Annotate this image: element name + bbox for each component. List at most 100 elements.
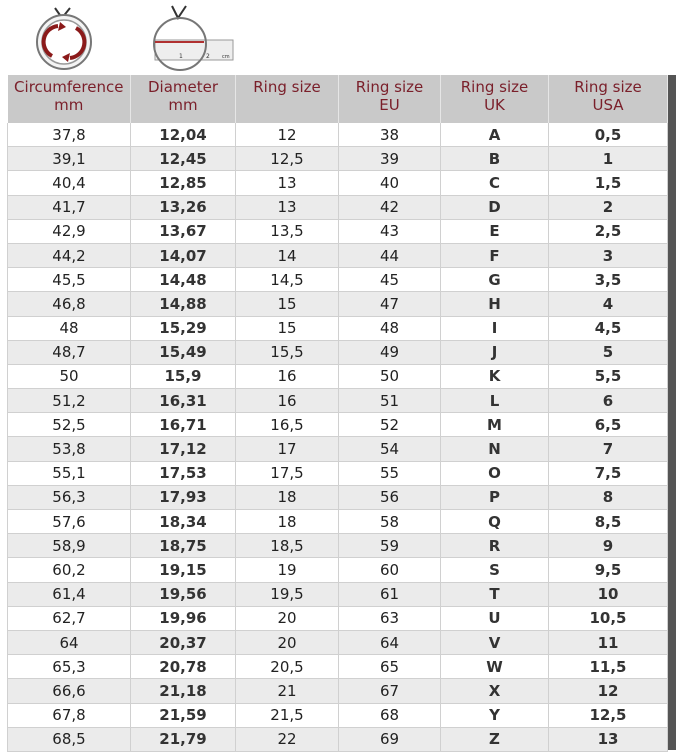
table-cell: 48 [338,316,441,341]
table-cell: 67 [338,678,441,704]
table-cell: 19,15 [130,557,236,583]
table-cell: R [440,533,549,559]
table-cell: 9 [548,533,668,559]
table-cell: 44 [338,243,441,269]
table-cell: 13 [235,195,339,220]
table-cell: 58 [338,509,441,535]
table-cell: 45 [338,267,441,293]
table-cell: 43 [338,219,441,244]
table-cell: 53,8 [7,436,131,462]
table-cell: 15,9 [130,364,236,390]
table-cell: 12 [235,123,339,148]
table-cell: J [440,340,549,365]
table-cell: 68,5 [7,727,131,752]
icons-bar: 1 2 cm [0,0,676,75]
column-header: Ring size USA [548,75,668,123]
table-cell: 20 [235,606,339,631]
table-cell: 63 [338,606,441,631]
table-cell: 12 [548,678,668,704]
table-cell: V [440,630,549,656]
table-cell: 55 [338,461,441,486]
table-cell: 41,7 [7,195,131,220]
table-cell: 20,5 [235,654,339,680]
table-row: 64 20,37 20 64 V 11 [7,630,668,656]
table-cell: O [440,461,549,486]
column-header-line: Ring size [355,78,424,96]
table-cell: 60,2 [7,557,131,583]
table-cell: 20,78 [130,654,236,680]
table-cell: 48 [7,316,131,341]
table-cell: 15,49 [130,340,236,365]
ruler-label: 2 [206,53,210,60]
table-cell: 52,5 [7,412,131,438]
table-cell: H [440,291,549,317]
table-row: 42,9 13,67 13,5 43 E 2,5 [7,219,668,244]
table-cell: 17,5 [235,461,339,486]
ring-circumference-icon [36,7,92,70]
table-row: 48,7 15,49 15,5 49 J 5 [7,340,668,365]
table-cell: 60 [338,557,441,583]
table-cell: 39 [338,146,441,172]
table-cell: 58,9 [7,533,131,559]
column-header-line: EU [379,96,400,114]
table-cell: 16,71 [130,412,236,438]
table-row: 45,5 14,48 14,5 45 G 3,5 [7,267,668,293]
table-cell: 14,48 [130,267,236,293]
table-cell: 15,5 [235,340,339,365]
table-shadow [667,75,676,750]
table-cell: 13,67 [130,219,236,244]
table-cell: 18,5 [235,533,339,559]
table-cell: 42 [338,195,441,220]
table-cell: 12,04 [130,123,236,148]
table-cell: 3,5 [548,267,668,293]
table-cell: 10 [548,582,668,607]
column-header-line: Diameter [147,78,219,96]
table-cell: U [440,606,549,631]
table-row: 48 15,29 15 48 I 4,5 [7,316,668,341]
table-cell: 13 [235,170,339,196]
table-cell: 14,88 [130,291,236,317]
table-row: 61,4 19,56 19,5 61 T 10 [7,582,668,607]
table-cell: 40,4 [7,170,131,196]
table-cell: 52 [338,412,441,438]
table-cell: 67,8 [7,703,131,728]
table-cell: 51,2 [7,388,131,414]
ring-diameter-ruler-icon: 1 2 cm [153,5,234,71]
table-cell: 49 [338,340,441,365]
table-cell: 15 [235,316,339,341]
table-cell: 0,5 [548,123,668,148]
table-cell: 45,5 [7,267,131,293]
table-cell: 16,31 [130,388,236,414]
table-row: 50 15,9 16 50 K 5,5 [7,364,668,390]
table-cell: 17,53 [130,461,236,486]
table-cell: 18,34 [130,509,236,535]
table-cell: 48,7 [7,340,131,365]
table-cell: D [440,195,549,220]
table-cell: 59 [338,533,441,559]
table-cell: 13 [548,727,668,752]
table-cell: 18 [235,509,339,535]
table-cell: 51 [338,388,441,414]
table-row: 44,2 14,07 14 44 F 3 [7,243,668,269]
table-cell: 19,5 [235,582,339,607]
table-cell: 4,5 [548,316,668,341]
table-cell: 10,5 [548,606,668,631]
table-cell: 46,8 [7,291,131,317]
table-cell: 44,2 [7,243,131,269]
table-row: 46,8 14,88 15 47 H 4 [7,291,668,317]
column-header-line: Ring size [253,78,321,96]
table-cell: N [440,436,549,462]
table-row: 37,8 12,04 12 38 A 0,5 [7,123,668,148]
table-cell: 37,8 [7,123,131,148]
table-cell: 12,45 [130,146,236,172]
table-cell: 9,5 [548,557,668,583]
table-cell: 65,3 [7,654,131,680]
ring-icons: 1 2 cm [36,5,234,71]
table-cell: 2 [548,195,668,220]
table-cell: 18 [235,485,339,511]
table-cell: S [440,557,549,583]
table-row: 68,5 21,79 22 69 Z 13 [7,727,668,752]
table-cell: 17 [235,436,339,462]
table-cell: 61 [338,582,441,607]
table-cell: 15,29 [130,316,236,341]
